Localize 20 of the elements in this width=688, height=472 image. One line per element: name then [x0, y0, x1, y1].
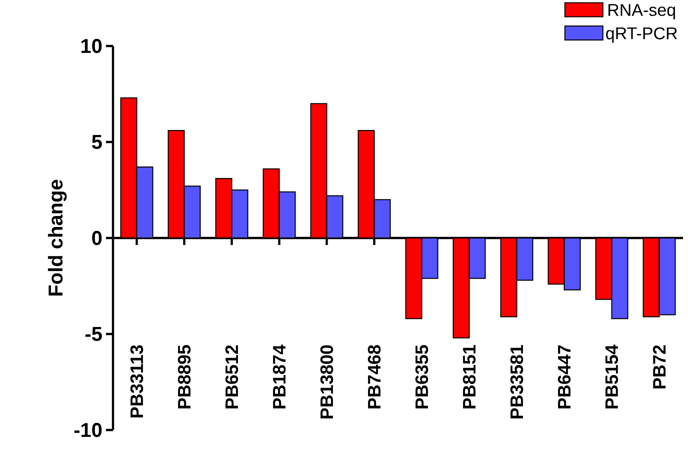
x-tick-label: PB72: [652, 345, 666, 388]
legend-label: RNA-seq: [608, 4, 675, 20]
x-tick-label: PB7468: [368, 345, 381, 408]
y-tick-label: -5: [85, 327, 102, 341]
y-axis-title: Fold change: [48, 180, 67, 296]
y-tick-label: 5: [92, 135, 102, 149]
legend-label: qRT-PCR: [606, 27, 678, 43]
y-tick-label: -10: [74, 422, 102, 438]
x-tick-label: PB33581: [510, 345, 524, 418]
x-tick-label: PB6447: [558, 345, 571, 408]
y-tick-label: 10: [81, 38, 102, 54]
x-tick-label: PB1874: [272, 344, 286, 408]
x-tick-label: PB6355: [415, 345, 428, 408]
x-tick-label: PB8895: [178, 345, 191, 408]
x-tick-label: PB5154: [605, 344, 618, 408]
x-tick-label: PB33113: [130, 345, 144, 418]
x-tick-label: PB8151: [462, 345, 476, 408]
x-tick-label: PB6512: [225, 345, 238, 408]
y-tick-label: 0: [92, 230, 102, 246]
x-tick-label: PB13800: [320, 345, 334, 418]
